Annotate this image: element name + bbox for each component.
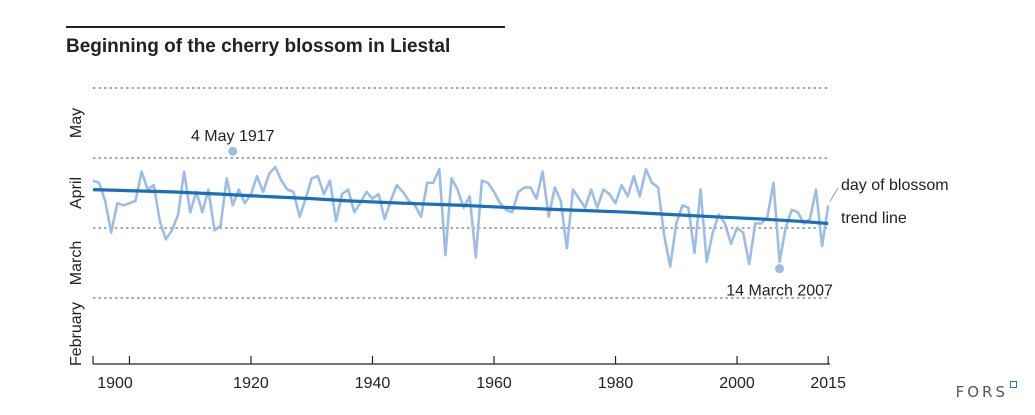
- legend-leader: [829, 187, 839, 202]
- x-tick-label: 2015: [810, 375, 846, 392]
- x-tick-label: 1940: [355, 375, 391, 392]
- legend-day-of-blossom: day of blossom: [841, 177, 949, 194]
- legend: day of blossom trend line: [829, 177, 949, 227]
- extreme-marker: [228, 146, 238, 156]
- month-label: March: [68, 241, 85, 285]
- x-tick-label: 1960: [476, 375, 512, 392]
- x-tick-label: 1900: [97, 375, 133, 392]
- brand-logo: FORS: [956, 381, 1017, 401]
- y-axis-labels: February March April May: [68, 108, 85, 366]
- series-trend-line: [92, 188, 829, 226]
- annotations: 4 May 1917 14 March 2007: [191, 128, 833, 299]
- annotation-label: 14 March 2007: [726, 283, 833, 300]
- extreme-marker: [775, 264, 785, 274]
- x-tick-label: 1920: [233, 375, 269, 392]
- month-label: February: [68, 302, 85, 366]
- chart-title: Beginning of the cherry blossom in Liest…: [66, 36, 450, 57]
- x-axis: 1900 1920 1940 1960 1980 2000 2015: [92, 356, 846, 392]
- x-tick-label: 2000: [719, 375, 755, 392]
- month-label: April: [68, 177, 85, 209]
- series-day-of-blossom: [92, 165, 830, 268]
- brand-text: FORS: [955, 383, 1008, 401]
- legend-trend-line: trend line: [841, 210, 907, 227]
- month-label: May: [68, 108, 85, 138]
- series: [92, 165, 830, 268]
- x-tick-label: 1980: [598, 375, 634, 392]
- annotation-label: 4 May 1917: [191, 128, 275, 145]
- brand-square-icon: [1010, 381, 1017, 388]
